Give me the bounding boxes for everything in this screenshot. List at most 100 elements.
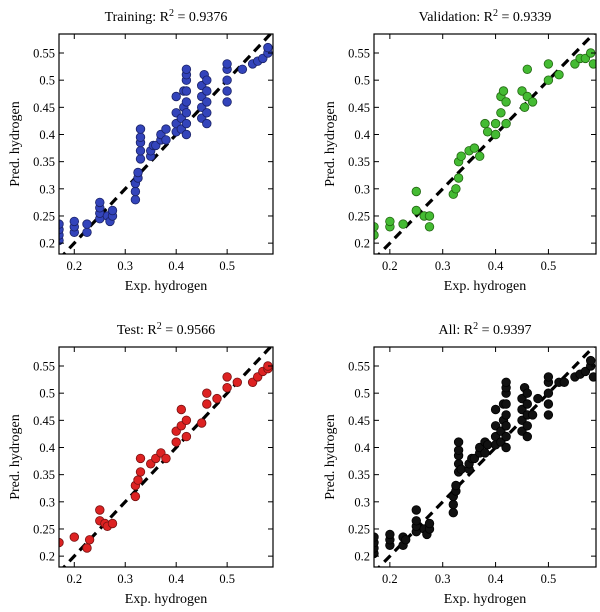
test-point	[222, 372, 232, 382]
training-point	[135, 154, 146, 164]
test-point	[95, 505, 105, 515]
test-point	[130, 491, 141, 502]
all-point	[543, 372, 554, 382]
validation-y-axis-label: Pred. hydrogen	[323, 101, 338, 187]
test-panel: Test: R2 = 0.9566 0.2 0.3 0.4 0.5 0.2 0.25 0.3 0…	[8, 321, 274, 607]
test-point	[133, 475, 143, 485]
validation-point	[490, 118, 501, 129]
all-point	[501, 399, 511, 409]
validation-point	[482, 127, 493, 137]
training-point	[130, 186, 141, 197]
training-point	[69, 216, 80, 227]
all-frame	[373, 346, 597, 568]
test-y-tick-label: 0.3	[39, 495, 55, 509]
validation-point	[469, 143, 480, 153]
training-point	[135, 146, 146, 156]
validation-y-tick-label: 0.4	[354, 128, 370, 142]
training-y-tick-label: 0.3	[39, 182, 55, 196]
all-y-tick-label: 0.4	[354, 441, 370, 455]
training-point	[222, 86, 232, 96]
validation-point	[490, 129, 501, 140]
all-y-tick-label: 0.55	[348, 360, 370, 374]
all-panel: All: R2 = 0.9397 0.2 0.3 0.4 0.5 0.2 0.25 0.3 0.…	[323, 321, 597, 607]
training-point	[237, 64, 248, 75]
validation-y-tick-label: 0.35	[348, 155, 370, 169]
validation-x-tick-label: 0.4	[488, 259, 504, 273]
validation-point	[480, 118, 490, 129]
test-point	[135, 467, 146, 477]
all-reference-line	[377, 347, 596, 567]
all-point	[482, 440, 493, 450]
training-point	[181, 108, 192, 118]
training-point	[135, 124, 146, 134]
all-point	[533, 393, 543, 404]
test-frame	[58, 346, 274, 568]
all-point	[490, 404, 501, 415]
all-x-tick-label: 0.4	[488, 572, 504, 586]
training-point	[181, 129, 192, 140]
training-point	[130, 194, 141, 205]
all-point	[411, 505, 422, 515]
validation-point	[501, 118, 511, 129]
all-point	[480, 448, 490, 458]
training-point	[161, 124, 171, 134]
test-y-tick-label: 0.55	[33, 360, 55, 374]
training-point	[181, 86, 192, 96]
training-point	[222, 97, 232, 107]
training-point	[181, 97, 192, 107]
training-point	[107, 205, 118, 216]
validation-point	[543, 59, 554, 69]
training-x-tick-label: 0.2	[66, 259, 82, 273]
all-y-tick-label: 0.2	[354, 550, 370, 564]
test-y-tick-label: 0.35	[33, 468, 55, 482]
all-title: All: R2 = 0.9397	[438, 321, 531, 338]
training-x-tick-label: 0.4	[168, 259, 184, 273]
validation-point	[522, 64, 533, 75]
all-point	[401, 535, 411, 545]
validation-point	[424, 211, 435, 221]
all-point	[453, 437, 464, 447]
test-point	[176, 404, 187, 415]
training-point	[202, 108, 212, 118]
training-point	[222, 75, 232, 85]
validation-point	[475, 151, 485, 161]
validation-y-tick-label: 0.5	[354, 74, 370, 88]
test-point	[232, 377, 243, 388]
test-point	[82, 543, 92, 553]
validation-point	[543, 75, 554, 85]
training-y-tick-label: 0.55	[33, 47, 55, 61]
validation-x-tick-label: 0.5	[541, 259, 557, 273]
all-y-tick-label: 0.25	[348, 522, 370, 536]
all-point	[543, 410, 554, 420]
training-point	[82, 227, 92, 238]
training-point	[222, 59, 232, 69]
training-point	[202, 97, 212, 107]
all-y-axis-label: Pred. hydrogen	[323, 414, 338, 500]
test-point	[84, 535, 95, 545]
training-y-tick-label: 0.45	[33, 101, 55, 115]
validation-point	[501, 97, 511, 107]
validation-point	[527, 97, 538, 107]
validation-reference-line	[377, 34, 596, 254]
test-point	[202, 388, 212, 398]
validation-plot-area	[374, 34, 596, 254]
all-point	[522, 421, 533, 431]
test-point	[181, 415, 192, 426]
test-y-tick-label: 0.45	[33, 414, 55, 428]
training-title: Training: R2 = 0.9376	[105, 8, 228, 25]
validation-point	[453, 173, 464, 183]
all-point	[501, 421, 511, 431]
all-point	[501, 431, 511, 442]
training-y-tick-label: 0.4	[39, 128, 55, 142]
validation-point	[519, 102, 530, 113]
all-y-tick-label: 0.3	[354, 495, 370, 509]
validation-point	[411, 186, 422, 197]
test-point	[171, 437, 181, 447]
training-point	[161, 135, 171, 145]
all-point	[451, 480, 461, 491]
test-point	[161, 453, 171, 464]
all-point	[385, 529, 395, 540]
all-x-tick-label: 0.5	[541, 572, 557, 586]
training-y-axis-label: Pred. hydrogen	[8, 101, 23, 187]
all-point	[527, 410, 538, 420]
